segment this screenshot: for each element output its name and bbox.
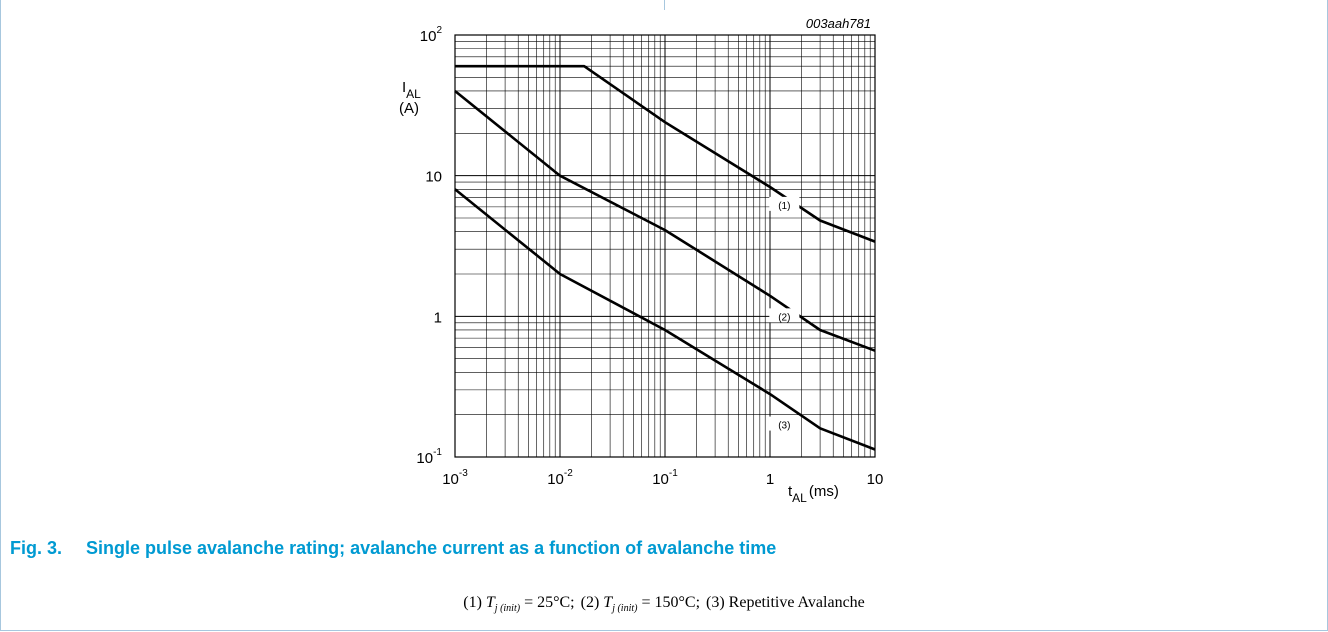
series-line-1 bbox=[455, 64, 876, 243]
x-axis-subscript: AL bbox=[792, 491, 807, 505]
x-tick-exponent: -1 bbox=[669, 468, 678, 479]
condition-subscript: j (init) bbox=[612, 603, 637, 614]
y-tick-label: 102 bbox=[420, 25, 443, 45]
curve-conditions-note: (1) Tj (init) = 25°C; (2) Tj (init) = 150… bbox=[0, 594, 1328, 614]
condition-3: (3) Repetitive Avalanche bbox=[706, 594, 865, 611]
figure-caption: Fig. 3. Single pulse avalanche rating; av… bbox=[10, 538, 776, 559]
series-line-2 bbox=[454, 89, 876, 352]
y-tick-base: 10 bbox=[416, 450, 433, 467]
series-label-bg-1 bbox=[769, 196, 800, 211]
x-axis-unit: (ms) bbox=[809, 483, 839, 500]
condition-symbol: T bbox=[485, 594, 495, 611]
top-divider bbox=[664, 0, 665, 10]
condition-value: Repetitive Avalanche bbox=[728, 594, 865, 611]
condition-symbol: T bbox=[603, 594, 613, 611]
x-axis-label: tAL (ms) bbox=[788, 483, 839, 505]
condition-subscript-j: j bbox=[612, 603, 618, 615]
x-tick-label: 10 bbox=[867, 471, 884, 488]
y-tick-exponent: -1 bbox=[433, 447, 442, 458]
y-axis-unit: (A) bbox=[399, 100, 419, 117]
y-tick-base: 1 bbox=[434, 309, 442, 326]
y-axis-label: IAL bbox=[402, 79, 421, 101]
condition-value: = 150°C; bbox=[637, 594, 701, 611]
y-tick-label: 1 bbox=[434, 309, 442, 326]
figure-number: Fig. 3. bbox=[10, 538, 63, 558]
series-label-2: (2) bbox=[778, 312, 790, 323]
y-axis-subscript: AL bbox=[406, 87, 421, 101]
y-tick-base: 10 bbox=[425, 169, 442, 186]
condition-subscript-init: (init) bbox=[500, 603, 521, 615]
condition-1: (1) Tj (init) = 25°C; bbox=[463, 594, 575, 614]
x-tick-label: 1 bbox=[766, 471, 774, 488]
x-tick-label: 10-1 bbox=[652, 468, 678, 488]
x-tick-base: 10 bbox=[652, 471, 669, 488]
condition-id: (2) bbox=[580, 594, 604, 611]
x-tick-label: 10-2 bbox=[547, 468, 573, 488]
series-label-bg-3 bbox=[769, 416, 800, 431]
condition-subscript-j: j bbox=[494, 603, 501, 615]
y-tick-exponent: 2 bbox=[436, 25, 442, 36]
condition-value: = 25°C; bbox=[520, 594, 575, 611]
figure-code: 003aah781 bbox=[806, 16, 871, 31]
x-tick-base: 10 bbox=[442, 471, 459, 488]
x-tick-exponent: -3 bbox=[459, 468, 468, 479]
x-tick-label: 10-3 bbox=[442, 468, 468, 488]
x-tick-base: 10 bbox=[547, 471, 564, 488]
x-tick-base: 1 bbox=[766, 471, 774, 488]
condition-2: (2) Tj (init) = 150°C; bbox=[580, 594, 701, 614]
y-tick-label: 10-1 bbox=[416, 447, 442, 467]
condition-id: (1) bbox=[463, 594, 486, 611]
series-label-3: (3) bbox=[778, 421, 790, 432]
series-label-1: (1) bbox=[778, 201, 790, 212]
x-tick-base: 10 bbox=[867, 471, 884, 488]
condition-id: (3) bbox=[706, 594, 729, 611]
y-tick-label: 10 bbox=[425, 169, 442, 186]
x-tick-exponent: -2 bbox=[564, 468, 573, 479]
condition-subscript-init: (init) bbox=[617, 603, 638, 615]
plot-border bbox=[454, 34, 876, 458]
figure-caption-text: Single pulse avalanche rating; avalanche… bbox=[86, 538, 777, 558]
y-axis-symbol: I bbox=[402, 79, 406, 96]
condition-subscript: j (init) bbox=[495, 603, 520, 614]
y-tick-base: 10 bbox=[420, 28, 437, 45]
x-axis-symbol: t bbox=[788, 483, 793, 500]
series-label-bg-2 bbox=[769, 308, 800, 323]
series-line-3 bbox=[454, 188, 876, 451]
